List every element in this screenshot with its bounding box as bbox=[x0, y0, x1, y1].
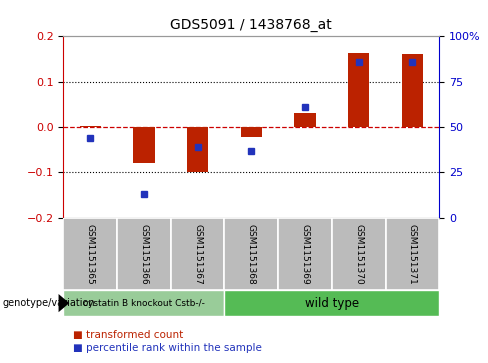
Bar bbox=[348, 53, 369, 127]
Bar bbox=[386, 218, 439, 290]
Title: GDS5091 / 1438768_at: GDS5091 / 1438768_at bbox=[170, 19, 332, 33]
Bar bbox=[278, 218, 332, 290]
Bar bbox=[241, 127, 262, 137]
Bar bbox=[133, 127, 155, 163]
Text: GSM1151368: GSM1151368 bbox=[247, 224, 256, 285]
Bar bbox=[187, 127, 208, 172]
Text: ■ transformed count: ■ transformed count bbox=[73, 330, 183, 340]
Bar bbox=[332, 218, 386, 290]
Text: ■ percentile rank within the sample: ■ percentile rank within the sample bbox=[73, 343, 262, 353]
Bar bbox=[402, 54, 423, 127]
Text: wild type: wild type bbox=[305, 297, 359, 310]
Text: GSM1151369: GSM1151369 bbox=[301, 224, 309, 285]
Bar bbox=[224, 290, 439, 316]
Bar bbox=[171, 218, 224, 290]
Text: GSM1151370: GSM1151370 bbox=[354, 224, 363, 285]
Bar bbox=[80, 126, 101, 127]
Text: GSM1151371: GSM1151371 bbox=[408, 224, 417, 285]
Text: genotype/variation: genotype/variation bbox=[2, 298, 95, 308]
Text: GSM1151367: GSM1151367 bbox=[193, 224, 202, 285]
Bar bbox=[224, 218, 278, 290]
Text: cystatin B knockout Cstb-/-: cystatin B knockout Cstb-/- bbox=[83, 299, 205, 307]
Bar bbox=[294, 113, 316, 127]
Bar bbox=[63, 218, 117, 290]
Bar bbox=[117, 218, 171, 290]
Bar bbox=[63, 290, 224, 316]
Text: GSM1151365: GSM1151365 bbox=[86, 224, 95, 285]
Text: GSM1151366: GSM1151366 bbox=[140, 224, 148, 285]
